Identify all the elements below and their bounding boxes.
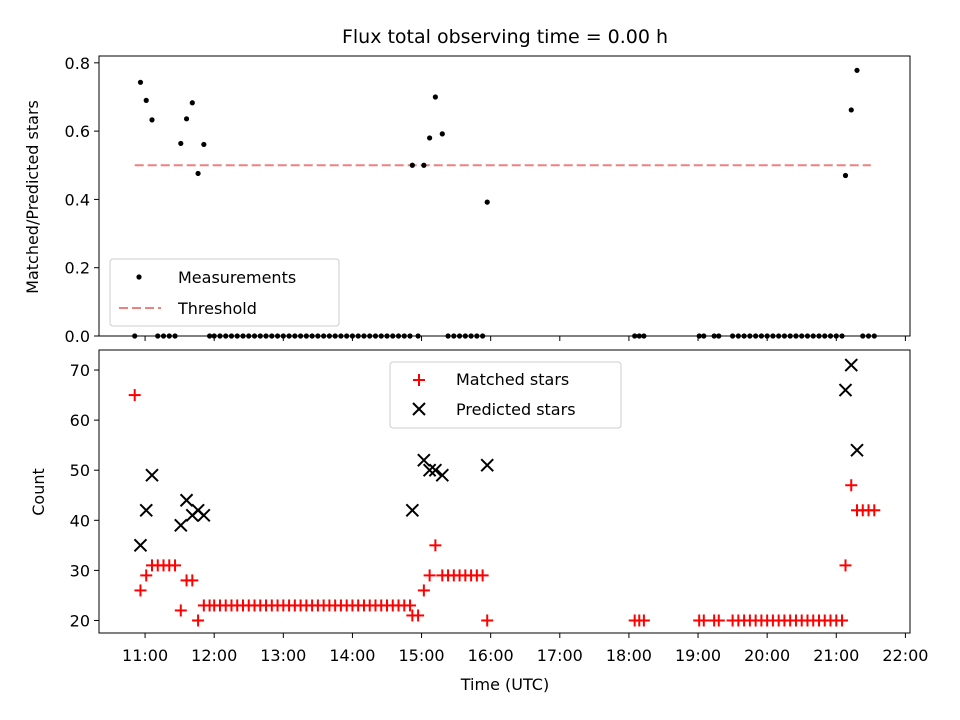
predicted-star-point — [145, 468, 159, 482]
matched-star-point — [845, 479, 858, 492]
legend-measurements-marker — [136, 274, 142, 280]
x-tick-label: 21:00 — [813, 646, 859, 665]
x-axis-label: Time (UTC) — [460, 675, 549, 694]
measurement-point — [421, 162, 427, 168]
matched-star-point — [128, 389, 141, 402]
measurement-point — [195, 170, 201, 177]
legend-matched-marker — [413, 374, 425, 386]
matched-star-point — [404, 599, 417, 612]
x-tick-label: 16:00 — [468, 646, 514, 665]
y-tick-label-bottom: 70 — [70, 361, 90, 380]
count-panel: Count Time (UTC) 11:00 12:00 13:00 14:00 15:… — [29, 349, 929, 694]
y-tick-label-top: 0.4 — [65, 190, 90, 209]
predicted-star-point — [174, 518, 188, 533]
bottom-legend: Matched stars Predicted stars — [389, 361, 622, 429]
top-axes-frame — [98, 55, 911, 337]
matched-star-point — [134, 584, 147, 597]
y-tick-label-bottom: 50 — [70, 461, 90, 480]
x-tick-label: 17:00 — [537, 646, 583, 665]
y-axis-label-top: Matched/Predicted stars — [23, 100, 42, 294]
matched-star-point — [140, 569, 153, 582]
bottom-axes-frame — [98, 349, 911, 634]
y-tick-label-bottom: 20 — [70, 611, 90, 630]
y-tick-label-top: 0.6 — [65, 122, 90, 141]
measurement-point — [432, 94, 438, 100]
matched-star-point — [637, 614, 650, 627]
matched-star-point — [476, 569, 489, 582]
matched-star-point — [423, 569, 436, 582]
top-legend-box — [109, 258, 340, 327]
predicted-star-point — [435, 468, 449, 482]
predicted-star-point — [139, 503, 153, 517]
y-tick-label-bottom: 30 — [70, 561, 90, 580]
legend-predicted-marker — [412, 402, 426, 416]
measurement-point — [439, 131, 445, 137]
matched-star-point — [169, 559, 182, 572]
measurement-point — [143, 97, 149, 103]
predicted-star-point — [428, 463, 443, 477]
x-tick-label: 15:00 — [399, 646, 445, 665]
x-tick-label: 18:00 — [606, 646, 652, 665]
matched-star-point — [836, 614, 849, 627]
matched-star-point — [868, 504, 881, 517]
x-tick-label: 13:00 — [260, 646, 306, 665]
x-tick-label: 14:00 — [329, 646, 375, 665]
y-tick-label-bottom: 60 — [70, 411, 90, 430]
matched-star-point — [839, 559, 852, 572]
predicted-star-point — [480, 458, 494, 472]
measurement-point — [484, 199, 490, 205]
x-tick-label: 22:00 — [882, 646, 928, 665]
bottom-legend-box — [389, 361, 622, 429]
measurement-point — [427, 135, 433, 141]
legend-predicted-label: Predicted stars — [456, 400, 576, 419]
predicted-star-point — [133, 538, 148, 553]
y-tick-label-bottom: 40 — [70, 511, 90, 530]
x-tick-label: 20:00 — [744, 646, 790, 665]
predicted-star-point — [179, 493, 194, 507]
y-tick-label-top: 0.0 — [65, 327, 90, 346]
matched-star-point — [174, 604, 187, 617]
x-tick-label: 11:00 — [122, 646, 168, 665]
predicted-star-point — [417, 453, 431, 467]
matched-star-point — [429, 539, 442, 552]
measurement-point — [149, 117, 155, 123]
measurement-point — [189, 100, 195, 106]
matched-star-point — [481, 614, 494, 627]
y-tick-label-top: 0.2 — [65, 259, 90, 278]
x-tick-label: 12:00 — [191, 646, 237, 665]
predicted-star-point — [838, 383, 853, 397]
measurement-point — [178, 140, 184, 147]
predicted-star-point — [405, 503, 420, 517]
matched-star-point — [417, 584, 430, 597]
ratio-panel: Flux total observing time = 0.00 h Match… — [23, 26, 911, 346]
predicted-star-point — [850, 443, 864, 457]
measurement-point — [842, 172, 849, 179]
legend-measurements-label: Measurements — [178, 268, 296, 287]
predicted-star-point — [422, 463, 437, 477]
matched-star-point — [697, 614, 710, 627]
legend-matched-label: Matched stars — [456, 370, 569, 389]
legend-threshold-label: Threshold — [177, 299, 257, 318]
measurement-point — [409, 162, 415, 168]
predicted-star-point — [844, 358, 858, 372]
matched-star-point — [712, 614, 725, 627]
top-legend: Measurements Threshold — [109, 258, 340, 327]
chart-title: Flux total observing time = 0.00 h — [342, 26, 668, 48]
y-tick-label-top: 0.8 — [65, 54, 90, 73]
measurement-point — [854, 67, 860, 73]
measurement-point — [137, 79, 144, 85]
y-axis-label-bottom: Count — [29, 468, 48, 516]
measurement-point — [183, 116, 190, 122]
measurement-point — [201, 141, 207, 148]
matched-star-point — [412, 609, 425, 622]
matched-star-point — [186, 574, 199, 587]
bottom-axis-ticks: 11:00 12:00 13:00 14:00 15:00 16:00 17:00 18:00… — [70, 361, 929, 665]
matched-star-point — [192, 614, 205, 627]
x-tick-label: 19:00 — [675, 646, 721, 665]
predicted-star-point — [197, 508, 211, 522]
bottom-plot-area — [128, 358, 881, 627]
measurement-point — [848, 107, 854, 113]
